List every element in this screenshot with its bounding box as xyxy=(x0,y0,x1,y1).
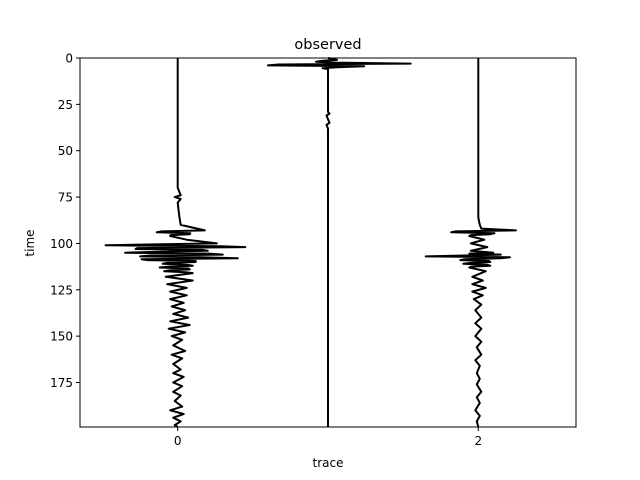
y-tick-label: 50 xyxy=(58,144,73,158)
y-tick-label: 0 xyxy=(65,52,73,66)
y-tick-label: 150 xyxy=(50,330,73,344)
x-tick-label: 0 xyxy=(174,434,182,448)
x-tick-label: 2 xyxy=(474,434,482,448)
y-tick-label: 175 xyxy=(50,376,73,390)
trace-0-wiggle xyxy=(104,58,247,428)
y-tick-label: 125 xyxy=(50,283,73,297)
x-axis-label: trace xyxy=(313,456,344,470)
y-tick-label: 25 xyxy=(58,98,73,112)
trace-1-wiggle xyxy=(266,57,412,427)
plot-frame xyxy=(79,57,577,428)
y-axis-label: time xyxy=(23,229,37,256)
y-tick-label: 75 xyxy=(58,191,73,205)
y-tick-label: 100 xyxy=(50,237,73,251)
trace-2-wiggle xyxy=(424,58,517,428)
chart-title: observed xyxy=(294,37,361,53)
trace-wiggles xyxy=(104,57,517,428)
y-axis-ticks: 0 25 50 75 100 125 150 175 xyxy=(50,52,80,390)
